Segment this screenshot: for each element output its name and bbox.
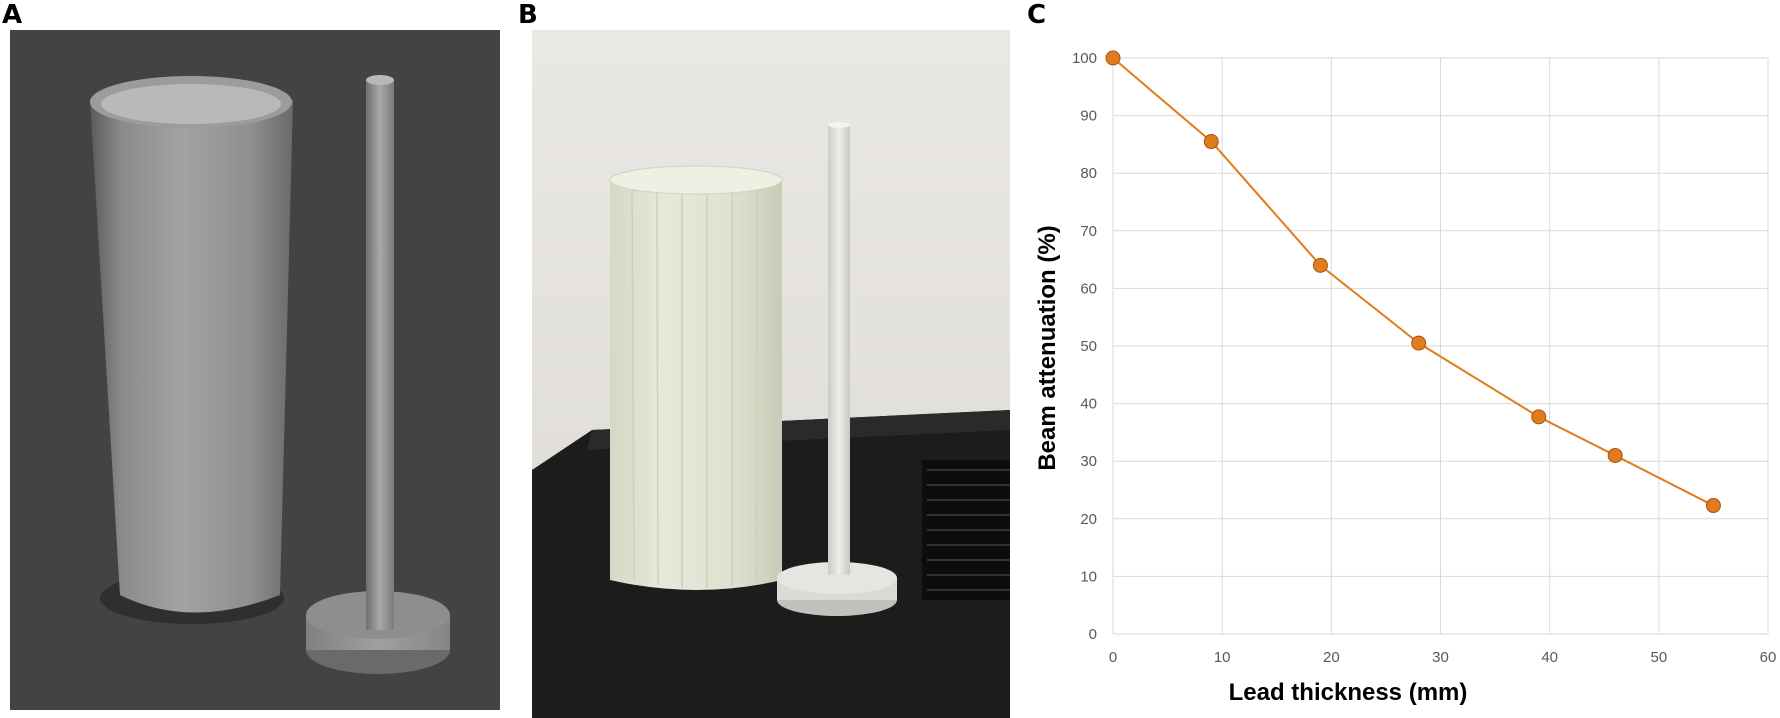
x-axis-label: Lead thickness (mm) [1229,679,1468,706]
y-tick-label: 0 [1089,626,1097,643]
x-tick-label: 10 [1214,649,1231,666]
x-tick-label: 0 [1109,649,1117,666]
data-point [1203,134,1219,150]
hollow-cylinder [90,100,293,613]
data-point [1607,447,1623,463]
y-tick-label: 20 [1080,511,1097,528]
cylinder-opening [101,84,281,124]
phantom-photo-drawing [532,30,1010,718]
y-tick-label: 70 [1080,223,1097,240]
data-point [1705,498,1721,514]
y-tick-label: 100 [1072,50,1097,67]
y-axis-label: Beam attenuation (%) [1034,225,1061,470]
x-tick-label: 50 [1650,649,1667,666]
panel-label-b: B [518,0,538,30]
data-point [1105,50,1121,66]
grid-layer [1112,57,1769,635]
y-tick-label: 10 [1080,568,1097,585]
y-tick-label: 90 [1080,108,1097,125]
y-tick-label: 50 [1080,338,1097,355]
tick-label-layer: 0 10 20 30 40 50 60 70 80 90 100 0 10 20 30 40 50 60 [1072,50,1776,666]
cad-render-drawing [90,75,450,674]
printed-base-top [777,562,897,594]
y-tick-label: 30 [1080,453,1097,470]
printed-rod [828,125,850,575]
data-point [1411,335,1427,351]
rod-top [366,75,394,85]
y-tick-label: 80 [1080,165,1097,182]
rod [366,80,394,630]
data-point [1312,257,1328,273]
x-tick-label: 20 [1323,649,1340,666]
x-tick-label: 40 [1541,649,1558,666]
phantom-photo [532,30,1010,718]
x-tick-label: 60 [1760,649,1777,666]
x-tick-label: 30 [1432,649,1449,666]
data-point [1531,409,1547,425]
printed-rod-top [828,122,850,128]
series-layer [1105,50,1721,514]
chart-svg: 0 10 20 30 40 50 60 70 80 90 100 0 10 20 30 40 50 60 Lead… [1034,50,1776,706]
series-line [1112,57,1714,507]
y-tick-label: 60 [1080,280,1097,297]
panel-label-c: C [1027,0,1047,30]
attenuation-chart: 0 10 20 30 40 50 60 70 80 90 100 0 10 20 30 40 50 60 Lead… [1030,0,1780,718]
panel-label-a: A [2,0,23,30]
vent-grille [922,460,1010,600]
printed-cylinder [610,180,782,590]
y-tick-label: 40 [1080,396,1097,413]
printed-cylinder-top [609,165,783,195]
cad-render-image [10,30,500,710]
